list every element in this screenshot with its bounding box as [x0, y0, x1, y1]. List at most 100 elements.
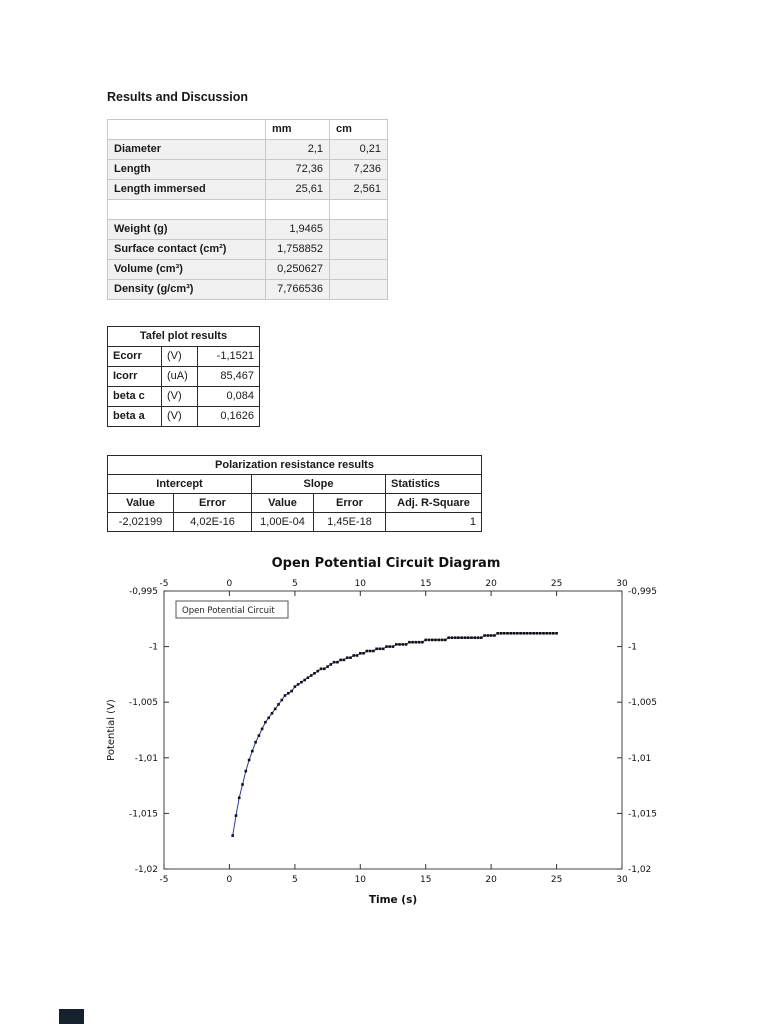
svg-text:20: 20 [485, 579, 497, 589]
table-row: Surface contact (cm²) 1,758852 [107, 239, 388, 260]
series-line [232, 632, 557, 836]
table-row: Length 72,36 7,236 [107, 159, 388, 180]
table-row: Ecorr (V) -1,1521 [107, 346, 260, 367]
svg-text:-1,015: -1,015 [129, 809, 158, 819]
cell: 25,61 [265, 179, 330, 200]
y-axis-ticks: -0,995 -0,995 -1 -1 -1,005 -1,005 -1,01 -1,01 -1… [129, 587, 657, 875]
svg-text:-1,02: -1,02 [628, 865, 651, 875]
cell: Error [313, 493, 386, 513]
table-row [107, 199, 388, 220]
svg-text:25: 25 [551, 579, 562, 589]
cell [329, 239, 388, 260]
cell: Polarization resistance results [107, 455, 482, 475]
svg-text:-1,005: -1,005 [628, 698, 657, 708]
viewer-footer-fragment [59, 1009, 84, 1024]
cell: 4,02E-16 [173, 512, 252, 532]
cell: cm [329, 119, 388, 140]
cell: Error [173, 493, 252, 513]
table-row: Polarization resistance results [107, 455, 482, 475]
cell: 1,9465 [265, 219, 330, 240]
tafel-table-body: Tafel plot results Ecorr (V) -1,1521 Icorr (u… [107, 326, 260, 427]
cell: Ecorr [107, 346, 162, 367]
x-axis-label: Time (s) [369, 894, 417, 906]
legend-label: Open Potential Circuit [182, 606, 275, 616]
cell: mm [265, 119, 330, 140]
cell: 1,00E-04 [251, 512, 314, 532]
cell: (V) [161, 346, 198, 367]
cell: beta a [107, 406, 162, 427]
measurements-table-body: mm cm Diameter 2,1 0,21 Length 72,36 7,236 Lengt… [107, 119, 388, 300]
table-row: Weight (g) 1,9465 [107, 219, 388, 240]
svg-text:30: 30 [616, 875, 628, 885]
cell: (V) [161, 406, 198, 427]
opc-chart: Open Potential Circuit Diagram -5 -5 0 0 5 5 1… [100, 556, 672, 909]
table-row: beta a (V) 0,1626 [107, 406, 260, 427]
svg-text:-1,01: -1,01 [135, 754, 158, 764]
polarization-table-body: Polarization resistance results Intercept… [107, 455, 482, 532]
x-axis-ticks: -5 -5 0 0 5 5 10 10 15 15 20 20 25 25 30 30 [160, 579, 628, 885]
cell: Icorr [107, 366, 162, 387]
plot-border [163, 590, 623, 870]
cell: 72,36 [265, 159, 330, 180]
svg-text:15: 15 [420, 579, 431, 589]
cell: 0,250627 [265, 259, 330, 280]
table-row: Tafel plot results [107, 326, 260, 347]
cell: (V) [161, 386, 198, 407]
svg-text:0: 0 [227, 579, 233, 589]
svg-text:30: 30 [616, 579, 628, 589]
cell: 85,467 [197, 366, 260, 387]
svg-text:-1: -1 [628, 643, 637, 653]
chart-title: Open Potential Circuit Diagram [271, 556, 501, 571]
svg-text:-1: -1 [149, 643, 158, 653]
table-row: -2,02199 4,02E-16 1,00E-04 1,45E-18 1 [107, 512, 482, 532]
table-row: beta c (V) 0,084 [107, 386, 260, 407]
svg-text:-1,005: -1,005 [129, 698, 158, 708]
page-title: Results and Discussion [107, 90, 249, 104]
cell: 1,45E-18 [313, 512, 386, 532]
table-row: Diameter 2,1 0,21 [107, 139, 388, 160]
cell: 2,1 [265, 139, 330, 160]
svg-text:5: 5 [292, 579, 298, 589]
cell: Adj. R-Square [385, 493, 482, 513]
svg-text:25: 25 [551, 875, 562, 885]
series-markers [231, 632, 558, 837]
cell: (uA) [161, 366, 198, 387]
cell: 2,561 [329, 179, 388, 200]
cell: -1,1521 [197, 346, 260, 367]
legend: Open Potential Circuit [175, 600, 289, 619]
cell: -2,02199 [107, 512, 174, 532]
table-row: Density (g/cm³) 7,766536 [107, 279, 388, 300]
svg-text:15: 15 [420, 875, 431, 885]
cell: Surface contact (cm²) [107, 239, 266, 260]
svg-text:-1,01: -1,01 [628, 754, 651, 764]
cell: Value [107, 493, 174, 513]
cell: 0,084 [197, 386, 260, 407]
cell: 1 [385, 512, 482, 532]
svg-text:20: 20 [485, 875, 497, 885]
table-row: Volume (cm³) 0,250627 [107, 259, 388, 280]
svg-text:-5: -5 [160, 579, 169, 589]
cell [265, 199, 330, 220]
svg-text:-0,995: -0,995 [129, 587, 158, 597]
cell: 7,766536 [265, 279, 330, 300]
cell: Slope [251, 474, 386, 494]
cell [329, 279, 388, 300]
cell [329, 199, 388, 220]
cell: Weight (g) [107, 219, 266, 240]
table-row: Length immersed 25,61 2,561 [107, 179, 388, 200]
cell: Density (g/cm³) [107, 279, 266, 300]
cell [107, 199, 266, 220]
cell: 0,21 [329, 139, 388, 160]
cell: Length [107, 159, 266, 180]
table-header-row: mm cm [107, 119, 388, 140]
table-row: Value Error Value Error Adj. R-Square [107, 493, 482, 513]
cell: Intercept [107, 474, 252, 494]
cell: 0,1626 [197, 406, 260, 427]
cell: 1,758852 [265, 239, 330, 260]
cell: 7,236 [329, 159, 388, 180]
svg-text:-1,015: -1,015 [628, 809, 657, 819]
table-row: Icorr (uA) 85,467 [107, 366, 260, 387]
svg-text:5: 5 [292, 875, 298, 885]
